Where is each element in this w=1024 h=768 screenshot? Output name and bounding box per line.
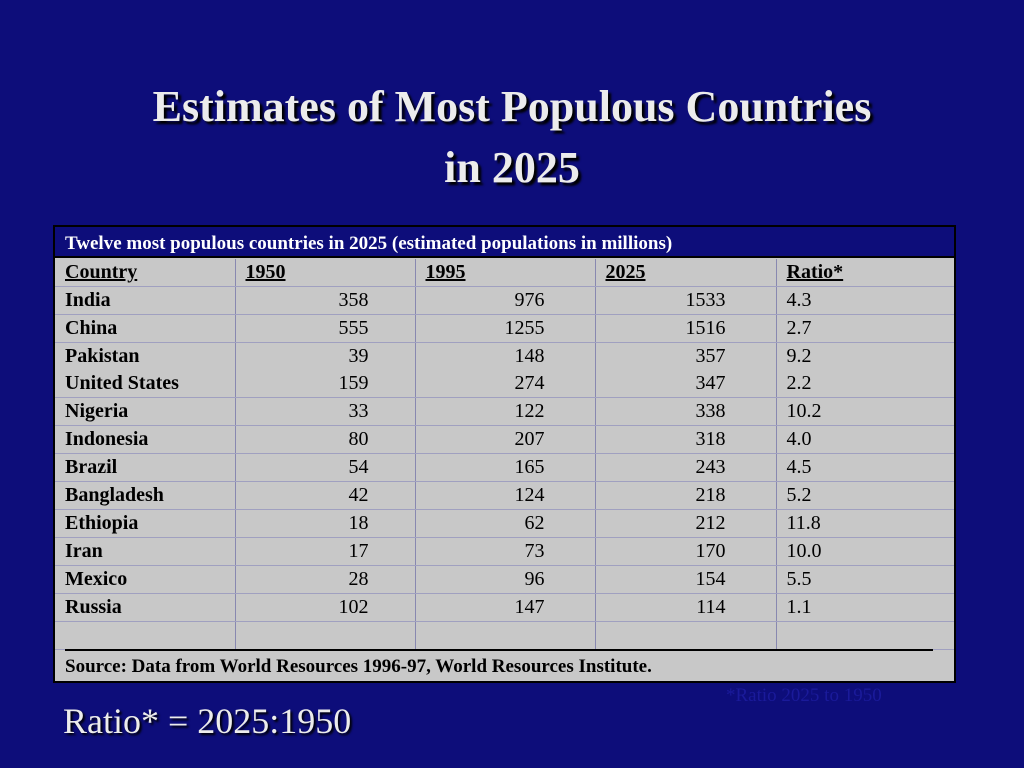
population-cell: 347	[595, 370, 777, 398]
table-row: Nigeria 33 122 338 10.2	[55, 397, 954, 426]
country-cell: Pakistan	[55, 342, 236, 370]
table-row: Iran 17 73 170 10.0	[55, 537, 954, 566]
population-cell: 318	[595, 425, 777, 454]
title-line-1: Estimates of Most Populous Countries	[152, 82, 872, 131]
country-cell: Bangladesh	[55, 481, 236, 510]
ratio-cell: 2.2	[776, 370, 954, 398]
slide-title: Estimates of Most Populous Countries in …	[0, 76, 1024, 198]
population-cell: 122	[415, 397, 596, 426]
country-cell: India	[55, 286, 236, 315]
ratio-cell: 10.0	[776, 537, 954, 566]
empty-cell	[235, 621, 416, 650]
country-cell: Nigeria	[55, 397, 236, 426]
ratio-cell: 4.5	[776, 453, 954, 482]
population-cell: 212	[595, 509, 777, 538]
ratio-cell: 4.0	[776, 425, 954, 454]
population-cell: 148	[415, 342, 596, 370]
table-row: India 358 976 1533 4.3	[55, 286, 954, 315]
ratio-cell: 11.8	[776, 509, 954, 538]
country-cell: Iran	[55, 537, 236, 566]
population-cell: 42	[235, 481, 416, 510]
population-cell: 147	[415, 593, 596, 622]
population-cell: 28	[235, 565, 416, 594]
ratio-cell: 5.2	[776, 481, 954, 510]
population-cell: 18	[235, 509, 416, 538]
population-cell: 170	[595, 537, 777, 566]
ratio-cell: 2.7	[776, 314, 954, 343]
column-header: 1950	[235, 259, 416, 287]
population-cell: 207	[415, 425, 596, 454]
country-cell: Ethiopia	[55, 509, 236, 538]
population-cell: 102	[235, 593, 416, 622]
population-cell: 274	[415, 370, 596, 398]
table-row: Indonesia 80 207 318 4.0	[55, 425, 954, 454]
empty-cell	[415, 621, 596, 650]
spacer-row	[55, 621, 954, 650]
source-note: Source: Data from World Resources 1996-9…	[65, 656, 652, 677]
population-cell: 218	[595, 481, 777, 510]
ratio-footnote: *Ratio 2025 to 1950	[726, 685, 882, 706]
country-cell: China	[55, 314, 236, 343]
table-caption: Twelve most populous countries in 2025 (…	[55, 227, 954, 258]
country-cell: Mexico	[55, 565, 236, 594]
population-cell: 357	[595, 342, 777, 370]
population-cell: 54	[235, 453, 416, 482]
empty-cell	[595, 621, 777, 650]
table-row: Ethiopia 18 62 212 11.8	[55, 509, 954, 538]
population-cell: 154	[595, 565, 777, 594]
table-row: United States 159 274 347 2.2	[55, 370, 954, 398]
population-cell: 165	[415, 453, 596, 482]
empty-cell	[776, 621, 954, 650]
population-cell: 17	[235, 537, 416, 566]
table-row: Pakistan 39 148 357 9.2	[55, 342, 954, 370]
country-cell: Brazil	[55, 453, 236, 482]
population-cell: 62	[415, 509, 596, 538]
population-table-box: Twelve most populous countries in 2025 (…	[53, 225, 956, 683]
population-cell: 338	[595, 397, 777, 426]
population-cell: 80	[235, 425, 416, 454]
population-cell: 976	[415, 286, 596, 315]
population-table: Country 1950 1995 2025 Ratio* India 358 976 1533…	[55, 259, 954, 650]
table-divider	[65, 649, 933, 651]
table-header-row: Country 1950 1995 2025 Ratio*	[55, 259, 954, 287]
population-cell: 73	[415, 537, 596, 566]
table-row: Mexico 28 96 154 5.5	[55, 565, 954, 594]
title-line-2: in 2025	[444, 143, 580, 192]
population-cell: 159	[235, 370, 416, 398]
country-cell: Indonesia	[55, 425, 236, 454]
column-header: 2025	[595, 259, 777, 287]
table-row: Bangladesh 42 124 218 5.2	[55, 481, 954, 510]
table-row: Russia 102 147 114 1.1	[55, 593, 954, 622]
country-cell: Russia	[55, 593, 236, 622]
population-cell: 555	[235, 314, 416, 343]
column-header: 1995	[415, 259, 596, 287]
population-cell: 1533	[595, 286, 777, 315]
population-cell: 114	[595, 593, 777, 622]
table-row: Brazil 54 165 243 4.5	[55, 453, 954, 482]
ratio-formula: Ratio* = 2025:1950	[63, 701, 352, 741]
table-row: China 555 1255 1516 2.7	[55, 314, 954, 343]
population-cell: 39	[235, 342, 416, 370]
population-cell: 1255	[415, 314, 596, 343]
population-cell: 96	[415, 565, 596, 594]
population-cell: 243	[595, 453, 777, 482]
population-cell: 358	[235, 286, 416, 315]
column-header: Ratio*	[776, 259, 954, 287]
ratio-cell: 9.2	[786, 345, 812, 367]
population-cell: 124	[415, 481, 596, 510]
ratio-cell: 4.3	[776, 286, 954, 315]
country-cell: United States	[55, 370, 236, 398]
ratio-cell: 10.2	[776, 397, 954, 426]
column-header: Country	[55, 259, 236, 287]
ratio-cell: 5.5	[776, 565, 954, 594]
population-cell: 33	[235, 397, 416, 426]
population-cell: 1516	[595, 314, 777, 343]
ratio-cell: 1.1	[776, 593, 954, 622]
empty-cell	[55, 621, 236, 650]
